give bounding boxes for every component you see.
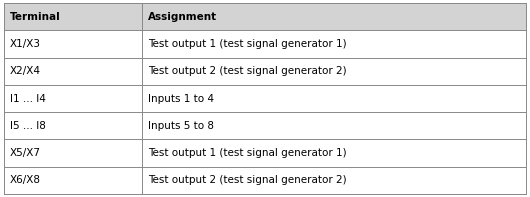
Text: Test output 1 (test signal generator 1): Test output 1 (test signal generator 1) (148, 148, 347, 158)
Bar (143, 112, 526, 139)
Bar (143, 167, 526, 194)
Bar (143, 3, 526, 30)
Bar (143, 30, 526, 58)
Bar (4, 85, 143, 112)
Bar (143, 58, 526, 85)
Bar (143, 85, 526, 112)
Text: I5 ... I8: I5 ... I8 (10, 121, 46, 131)
Bar (4, 3, 143, 30)
Text: Inputs 1 to 4: Inputs 1 to 4 (148, 94, 214, 103)
Text: X1/X3: X1/X3 (10, 39, 40, 49)
Bar (4, 112, 143, 139)
Text: X2/X4: X2/X4 (10, 66, 40, 76)
Text: Test output 2 (test signal generator 2): Test output 2 (test signal generator 2) (148, 175, 347, 185)
Text: Test output 1 (test signal generator 1): Test output 1 (test signal generator 1) (148, 39, 347, 49)
Text: X5/X7: X5/X7 (10, 148, 40, 158)
Bar (4, 167, 143, 194)
Text: Terminal: Terminal (10, 12, 60, 22)
Text: Assignment: Assignment (148, 12, 217, 22)
Text: Test output 2 (test signal generator 2): Test output 2 (test signal generator 2) (148, 66, 347, 76)
Bar (4, 58, 143, 85)
Bar (4, 30, 143, 58)
Bar (143, 139, 526, 167)
Bar (4, 139, 143, 167)
Text: I1 ... I4: I1 ... I4 (10, 94, 46, 103)
Text: X6/X8: X6/X8 (10, 175, 40, 185)
Text: Inputs 5 to 8: Inputs 5 to 8 (148, 121, 214, 131)
